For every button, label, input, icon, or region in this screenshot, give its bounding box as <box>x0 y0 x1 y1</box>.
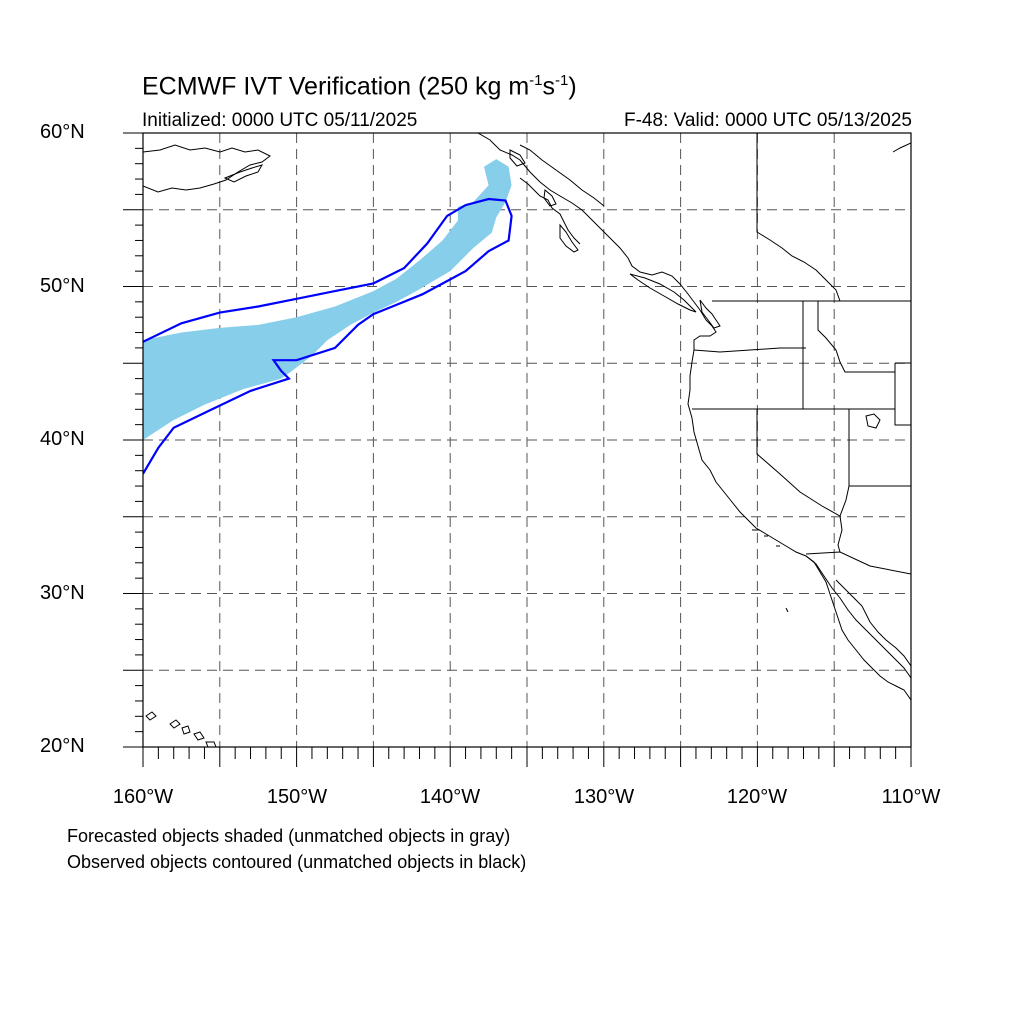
coastline-vancouver-island <box>629 273 697 313</box>
axis-ticks <box>123 132 912 767</box>
title-superscript-1: -1 <box>529 72 543 89</box>
title-text: ECMWF IVT Verification (250 kg m <box>142 72 530 101</box>
coastline-alaska-bc <box>477 133 713 327</box>
border-wa-or <box>693 347 806 353</box>
lon-label-160w: 160°W <box>112 786 174 808</box>
coastline-alaska-peninsula <box>223 164 264 183</box>
island-hawaii-1 <box>145 711 157 721</box>
border-ak-bc <box>519 144 605 207</box>
initialized-label: Initialized: 0000 UTC 05/11/2025 <box>142 110 418 131</box>
lat-label-50: 50°N <box>40 275 85 297</box>
lon-label-150w: 150°W <box>266 786 328 808</box>
valid-time-label: F-48: Valid: 0000 UTC 05/13/2025 <box>624 110 912 131</box>
coastline-puget <box>699 299 721 329</box>
border-ca-nv <box>756 409 850 517</box>
border-id-mt <box>817 301 895 373</box>
title-text-mid: s <box>542 72 556 101</box>
coastlines <box>143 133 911 747</box>
lat-label-30: 30°N <box>40 582 85 604</box>
border-wy <box>894 362 911 426</box>
island-hawaii-2 <box>169 719 217 747</box>
coastline-baja-gulf <box>805 555 911 679</box>
border-ca-az <box>837 515 843 553</box>
grid-lines <box>143 133 911 747</box>
lake-great-salt <box>865 413 881 429</box>
forecast-object-shaded <box>143 159 512 440</box>
lon-label-140w: 140°W <box>419 786 481 808</box>
coastline-alaska-north <box>143 144 271 193</box>
observed-object-contour <box>143 197 513 475</box>
island-channel <box>752 529 789 613</box>
coastline-us-west <box>687 325 911 701</box>
border-bc-alberta <box>756 133 841 302</box>
title-text-end: ) <box>568 72 577 101</box>
lon-label-110w: 110°W <box>881 786 941 808</box>
lon-label-130w: 130°W <box>573 786 635 808</box>
title-superscript-2: -1 <box>555 72 569 89</box>
map-title: ECMWF IVT Verification (250 kg m-1s-1) <box>142 72 577 101</box>
coastline-top-right <box>892 142 911 153</box>
border-us-mexico <box>805 551 911 575</box>
lon-label-120w: 120°W <box>726 786 788 808</box>
lat-label-20: 20°N <box>40 735 85 757</box>
legend-note-observed: Observed objects contoured (unmatched ob… <box>67 852 527 872</box>
coastline-alaska-islands <box>509 149 581 253</box>
legend-note-forecast: Forecasted objects shaded (unmatched obj… <box>67 826 511 846</box>
lat-label-60: 60°N <box>40 121 85 143</box>
lat-label-40: 40°N <box>40 428 85 450</box>
